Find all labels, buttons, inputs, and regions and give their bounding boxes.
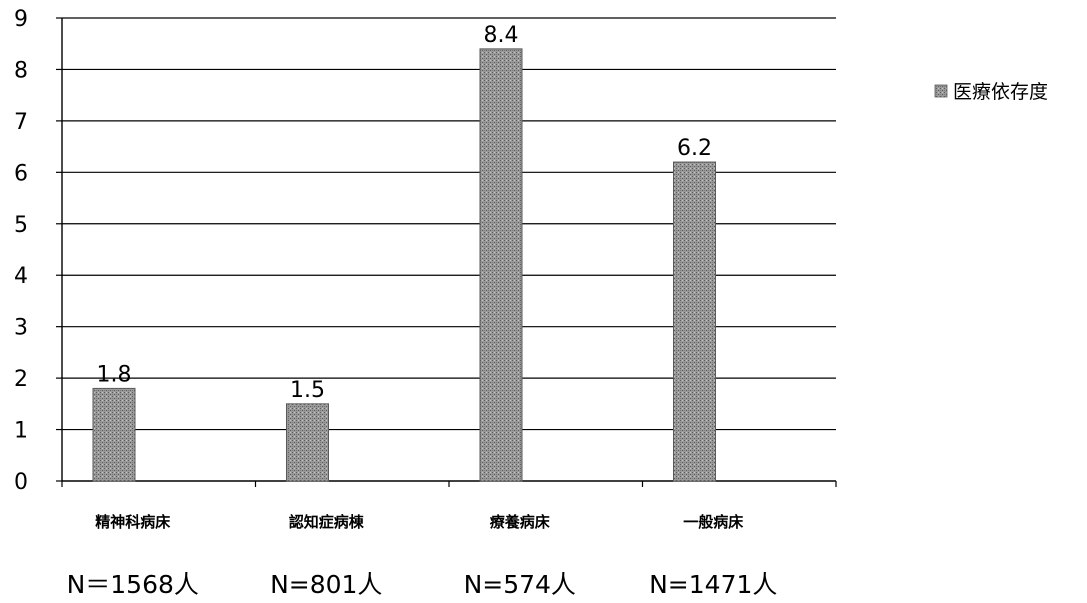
data-label: 1.8 <box>97 362 132 387</box>
category-labels: 精神科病床 認知症病棟 療養病床 一般病床 <box>95 513 744 531</box>
legend-swatch <box>934 84 948 98</box>
bar <box>92 387 136 482</box>
y-tick-label: 2 <box>14 367 28 392</box>
y-tick-label: 4 <box>14 264 28 289</box>
category-label: 一般病床 <box>683 513 744 531</box>
category-label: 療養病床 <box>490 513 551 531</box>
data-label: 1.5 <box>290 378 325 403</box>
y-tick-label: 0 <box>14 470 28 495</box>
y-tick-label: 9 <box>14 7 28 32</box>
sample-size-label: N=1471人 <box>649 570 777 599</box>
sample-size-labels: N＝1568人 N=801人 N=574人 N=1471人 <box>67 570 778 599</box>
bar <box>673 161 716 482</box>
category-label: 精神科病床 <box>95 513 171 531</box>
bars <box>92 48 716 482</box>
data-label: 6.2 <box>677 136 712 161</box>
sample-size-label: N=574人 <box>464 570 576 599</box>
y-tick-label: 3 <box>14 316 28 341</box>
y-tick-label: 7 <box>14 110 28 135</box>
legend-label: 医療依存度 <box>953 81 1048 103</box>
gridlines <box>62 17 836 431</box>
category-label: 認知症病棟 <box>289 513 365 531</box>
sample-size-label: N＝1568人 <box>67 570 199 599</box>
sample-size-label: N=801人 <box>270 570 382 599</box>
y-tick-label: 1 <box>14 419 28 444</box>
y-axis-ticks: 0 1 2 3 4 5 6 7 8 9 <box>14 7 62 495</box>
y-tick-label: 5 <box>14 213 28 238</box>
legend: 医療依存度 <box>934 81 1048 103</box>
bar <box>286 403 329 482</box>
y-tick-label: 6 <box>14 161 28 186</box>
axes <box>61 18 837 487</box>
data-label: 8.4 <box>484 23 519 48</box>
y-tick-label: 8 <box>14 58 28 83</box>
data-labels: 1.8 1.5 8.4 6.2 <box>97 23 713 403</box>
bar <box>479 48 523 482</box>
